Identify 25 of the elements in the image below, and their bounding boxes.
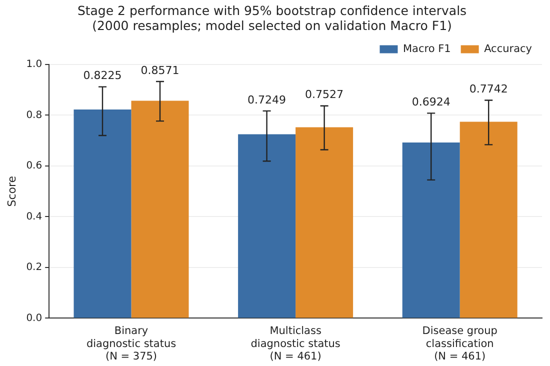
y-tick-label: 0.8 <box>26 110 42 121</box>
legend-label: Macro F1 <box>402 42 451 55</box>
bar <box>74 110 132 318</box>
y-tick-label: 0.4 <box>26 211 42 222</box>
x-tick-label: Binary diagnostic status (N = 375) <box>86 325 176 362</box>
data-label: 0.7249 <box>248 93 286 106</box>
legend-label: Accuracy <box>484 42 532 55</box>
y-tick-label: 0.6 <box>26 160 42 172</box>
chart-title: Stage 2 performance with 95% bootstrap confidence intervals (2000 resamples; model selected on validation Macro F1) <box>77 2 467 33</box>
x-tick-label: Disease group classification (N = 461) <box>422 325 498 362</box>
data-label: 0.7527 <box>305 88 344 102</box>
y-tick-label: 0.2 <box>26 262 42 274</box>
y-axis-title: Score <box>5 176 18 207</box>
data-label: 0.6924 <box>412 96 450 109</box>
y-tick-label: 0.0 <box>26 312 42 324</box>
data-label: 0.8571 <box>140 64 180 77</box>
data-label: 0.8225 <box>83 69 122 82</box>
bar <box>238 134 296 318</box>
bar <box>296 127 354 318</box>
x-tick-label: Multiclass diagnostic status (N = 461) <box>250 325 340 362</box>
bar <box>402 142 460 318</box>
y-tick-label: 1.0 <box>26 59 42 70</box>
bar <box>460 122 518 318</box>
bar <box>131 100 189 318</box>
data-label: 0.7742 <box>469 82 508 96</box>
